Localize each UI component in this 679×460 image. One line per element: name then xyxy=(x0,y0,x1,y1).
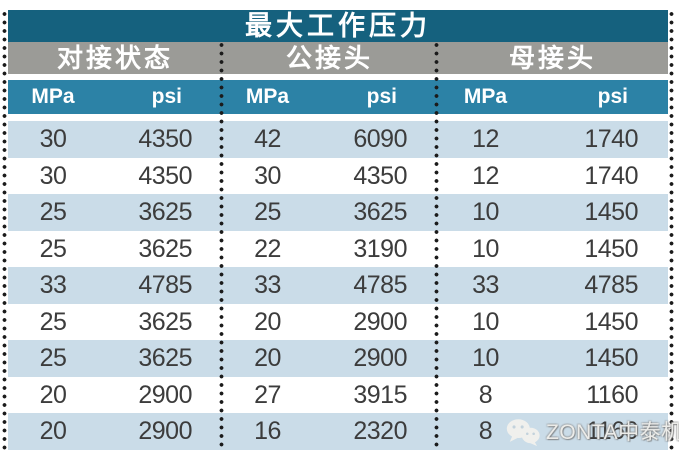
psi-value-cell: 3625 xyxy=(138,198,192,226)
mpa-value-cell: 30 xyxy=(39,125,67,153)
mpa-value-cell: 10 xyxy=(472,198,499,226)
psi-value-cell: 3625 xyxy=(138,307,192,336)
wechat-icon xyxy=(505,418,541,447)
group-header-male-coupling: 公接头 xyxy=(285,43,373,73)
mpa-value-cell: 16 xyxy=(254,417,281,445)
mpa-value-cell: 30 xyxy=(39,161,67,190)
unit-header-row: MPa psi MPa psi MPa psi xyxy=(8,80,668,114)
mpa-value-cell: 20 xyxy=(39,380,67,409)
mpa-value-cell: 25 xyxy=(39,344,67,372)
mpa-value-cell: 20 xyxy=(39,417,67,445)
psi-value-cell: 2900 xyxy=(138,417,192,445)
mpa-value-cell: 30 xyxy=(254,161,281,190)
unit-header-psi-3: psi xyxy=(597,85,628,108)
mpa-value-cell: 25 xyxy=(39,307,67,336)
psi-value-cell: 1160 xyxy=(586,380,638,409)
psi-value-cell: 3625 xyxy=(353,198,407,226)
mpa-value-cell: 8 xyxy=(478,380,493,409)
mpa-value-cell: 33 xyxy=(472,271,499,299)
unit-header-psi-1: psi xyxy=(151,85,182,108)
mpa-value-cell: 20 xyxy=(254,307,281,336)
mpa-value-cell: 22 xyxy=(254,234,281,263)
psi-value-cell: 1160 xyxy=(586,417,638,445)
psi-value-cell: 3915 xyxy=(353,380,407,409)
mpa-value-cell: 27 xyxy=(254,380,281,409)
watermark-text: ZONTA中泰机电 xyxy=(546,421,679,444)
table-row: 30 4350 30 4350 12 1740 xyxy=(8,157,668,194)
psi-value-cell: 1450 xyxy=(584,307,638,336)
mpa-value-cell: 12 xyxy=(472,125,499,153)
psi-value-cell: 1740 xyxy=(584,161,638,190)
group-header-row: 对接状态 公接头 母接头 xyxy=(8,42,668,74)
dotted-border-right xyxy=(669,11,674,450)
psi-value-cell: 2320 xyxy=(353,417,407,445)
psi-value-cell: 1450 xyxy=(584,344,638,372)
pressure-table: 最大工作压力 对接状态 公接头 母接头 MPa psi MPa psi MPa … xyxy=(8,10,668,450)
psi-value-cell: 6090 xyxy=(353,125,407,153)
table-row: 25 3625 20 2900 10 1450 xyxy=(8,340,668,377)
watermark: ZONTA中泰机电 xyxy=(505,416,679,449)
mpa-value-cell: 25 xyxy=(254,198,281,226)
unit-header-psi-2: psi xyxy=(366,85,397,108)
mpa-value-cell: 8 xyxy=(478,417,493,445)
mpa-value-cell: 20 xyxy=(254,344,281,372)
table-row: 25 3625 20 2900 10 1450 xyxy=(8,303,668,340)
psi-value-cell: 3625 xyxy=(138,344,192,372)
dotted-border-left xyxy=(2,11,7,450)
mpa-value-cell: 33 xyxy=(254,271,281,299)
psi-value-cell: 4785 xyxy=(138,271,192,299)
table-title: 最大工作压力 xyxy=(8,10,668,42)
table-body: 30 4350 42 6090 12 1740 30 4350 30 4350 12 1740 25 36… xyxy=(8,121,668,450)
mpa-value-cell: 12 xyxy=(472,161,499,190)
psi-value-cell: 3190 xyxy=(353,234,407,263)
unit-header-mpa-3: MPa xyxy=(463,85,508,108)
table-row: 20 2900 16 2320 8 1160 xyxy=(8,413,668,450)
unit-header-mpa-2: MPa xyxy=(245,85,290,108)
table-row: 33 4785 33 4785 33 4785 xyxy=(8,267,668,304)
table-row: 25 3625 22 3190 10 1450 xyxy=(8,230,668,267)
mpa-value-cell: 10 xyxy=(472,234,499,263)
group-header-docked: 对接状态 xyxy=(56,43,173,73)
table-row: 30 4350 42 6090 12 1740 xyxy=(8,121,668,158)
dotted-separator-2 xyxy=(434,42,439,450)
table-row: 20 2900 27 3915 8 1160 xyxy=(8,376,668,413)
mpa-value-cell: 42 xyxy=(254,125,281,153)
psi-value-cell: 1450 xyxy=(584,198,638,226)
mpa-value-cell: 25 xyxy=(39,198,67,226)
mpa-value-cell: 10 xyxy=(472,344,499,372)
psi-value-cell: 1740 xyxy=(584,125,638,153)
psi-value-cell: 2900 xyxy=(138,380,192,409)
psi-value-cell: 2900 xyxy=(353,344,407,372)
dotted-separator-1 xyxy=(219,42,224,450)
psi-value-cell: 4350 xyxy=(353,161,407,190)
unit-header-mpa-1: MPa xyxy=(31,85,75,108)
psi-value-cell: 2900 xyxy=(353,307,407,336)
psi-value-cell: 3625 xyxy=(138,234,192,263)
mpa-value-cell: 25 xyxy=(39,234,67,263)
psi-value-cell: 4785 xyxy=(353,271,407,299)
mpa-value-cell: 33 xyxy=(39,271,67,299)
mpa-value-cell: 10 xyxy=(472,307,499,336)
group-header-female-coupling: 母接头 xyxy=(508,43,596,73)
table-row: 25 3625 25 3625 10 1450 xyxy=(8,194,668,231)
psi-value-cell: 4785 xyxy=(584,271,638,299)
psi-value-cell: 4350 xyxy=(138,161,192,190)
psi-value-cell: 4350 xyxy=(138,125,192,153)
psi-value-cell: 1450 xyxy=(584,234,638,263)
